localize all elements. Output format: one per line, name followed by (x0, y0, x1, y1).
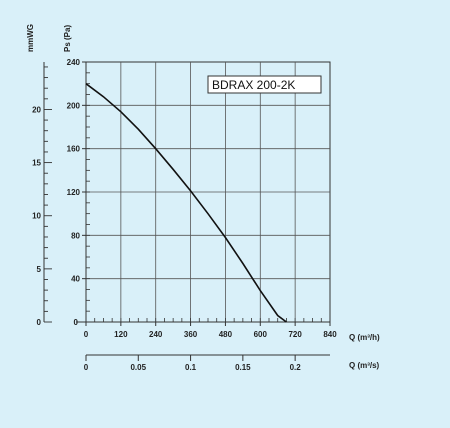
x-secondary-tick-label: 0.2 (290, 363, 302, 372)
y-secondary-tick-label: 10 (32, 212, 41, 221)
x-secondary-tick-label: 0.15 (235, 363, 251, 372)
minor-ticks (85, 61, 331, 323)
x-axis-secondary-title: Q (m³/s) (349, 361, 380, 370)
x-tick-label: 480 (219, 330, 233, 339)
y-tick-label: 120 (67, 188, 81, 197)
x-axis-primary: 0 120 240 360 480 600 720 840 (84, 322, 337, 339)
y-secondary-tick-label: 15 (32, 159, 41, 168)
x-tick-label: 720 (288, 330, 302, 339)
y-tick-label: 40 (71, 275, 80, 284)
x-axis-primary-title: Q (m³/h) (349, 333, 380, 342)
x-secondary-tick-label: 0.05 (130, 363, 146, 372)
x-secondary-tick-label: 0.1 (185, 363, 197, 372)
y-secondary-tick-label: 0 (37, 318, 42, 327)
grid-lines (86, 62, 330, 322)
y-tick-label: 160 (67, 145, 81, 154)
y-tick-label: 80 (71, 231, 80, 240)
x-tick-label: 360 (184, 330, 198, 339)
model-label-box (207, 75, 322, 94)
x-tick-label: 840 (323, 330, 337, 339)
y-axis-secondary: 0 5 10 15 20 (32, 62, 52, 327)
y-tick-label: 200 (67, 101, 81, 110)
y-secondary-tick-label: 5 (37, 265, 42, 274)
x-axis-secondary: 0 0.05 0.1 0.15 0.2 (84, 354, 330, 372)
y-tick-label: 240 (67, 58, 81, 67)
x-tick-label: 600 (254, 330, 268, 339)
y-axis-primary-title: Ps (Pa) (63, 25, 72, 52)
x-tick-label: 240 (149, 330, 163, 339)
series-line (85, 83, 287, 323)
x-secondary-tick-label: 0 (84, 363, 89, 372)
y-axis-secondary-title: mmWG (26, 24, 35, 52)
x-tick-label: 0 (84, 330, 89, 339)
y-secondary-tick-label: 20 (32, 105, 41, 114)
x-tick-label: 120 (114, 330, 128, 339)
chart-title: BDRAX 200-2K (212, 78, 295, 92)
